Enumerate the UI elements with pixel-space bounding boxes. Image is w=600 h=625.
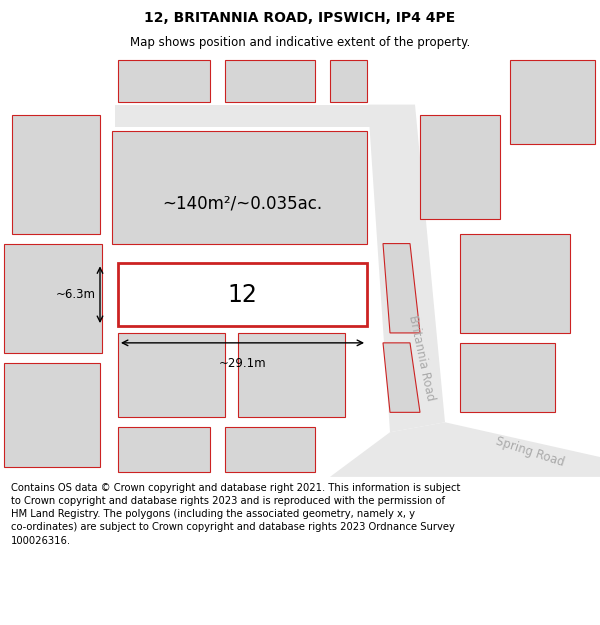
Polygon shape (118, 60, 210, 102)
Text: Contains OS data © Crown copyright and database right 2021. This information is : Contains OS data © Crown copyright and d… (11, 482, 460, 546)
Polygon shape (4, 362, 100, 467)
Polygon shape (12, 114, 100, 234)
Text: Map shows position and indicative extent of the property.: Map shows position and indicative extent… (130, 36, 470, 49)
Text: ~140m²/~0.035ac.: ~140m²/~0.035ac. (163, 195, 323, 213)
Polygon shape (383, 244, 420, 333)
Polygon shape (460, 343, 555, 412)
Polygon shape (510, 60, 595, 144)
Text: ~6.3m: ~6.3m (56, 288, 96, 301)
Polygon shape (460, 234, 570, 333)
Polygon shape (4, 244, 102, 352)
Polygon shape (118, 333, 225, 418)
Text: Spring Road: Spring Road (494, 435, 566, 469)
Text: 12: 12 (227, 282, 257, 307)
Text: Britannia Road: Britannia Road (407, 314, 437, 402)
Polygon shape (383, 343, 420, 412)
Polygon shape (225, 428, 315, 472)
Polygon shape (368, 104, 445, 432)
Polygon shape (420, 114, 500, 219)
Polygon shape (118, 428, 210, 472)
Polygon shape (112, 131, 367, 244)
Polygon shape (118, 264, 367, 326)
Polygon shape (238, 333, 345, 418)
Text: ~29.1m: ~29.1m (218, 357, 266, 370)
Polygon shape (115, 104, 375, 127)
Polygon shape (225, 60, 315, 102)
Polygon shape (330, 422, 600, 477)
Text: 12, BRITANNIA ROAD, IPSWICH, IP4 4PE: 12, BRITANNIA ROAD, IPSWICH, IP4 4PE (145, 11, 455, 25)
Polygon shape (330, 60, 367, 102)
